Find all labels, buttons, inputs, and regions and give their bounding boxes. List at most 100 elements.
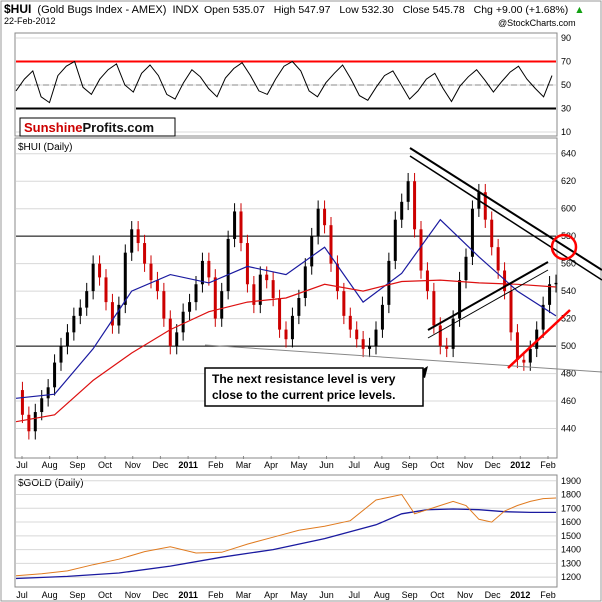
- x-tick-label: Dec: [152, 460, 169, 470]
- price-candle-body: [98, 263, 102, 278]
- gold-tick-label: 1900: [561, 476, 581, 486]
- price-candle-body: [226, 238, 230, 292]
- price-candle-body: [393, 219, 397, 261]
- x-tick-label: Mar: [236, 460, 252, 470]
- gold-x-tick-label: Aug: [374, 590, 390, 600]
- price-candle-body: [188, 302, 192, 312]
- price-tick-label: 460: [561, 396, 576, 406]
- gold-x-tick-label: Aug: [42, 590, 58, 600]
- x-tick-label: Sep: [69, 460, 85, 470]
- price-tick-label: 440: [561, 424, 576, 434]
- price-candle-body: [155, 280, 159, 292]
- x-tick-label: Jul: [348, 460, 360, 470]
- price-candle-body: [496, 247, 500, 271]
- price-candle-body: [278, 298, 282, 330]
- price-candle-body: [316, 208, 320, 237]
- x-tick-label: Nov: [457, 460, 474, 470]
- gold-x-tick-label: Oct: [98, 590, 113, 600]
- x-tick-label: Oct: [430, 460, 445, 470]
- price-candle-body: [515, 332, 519, 360]
- up-arrow-icon: ▲: [574, 4, 584, 16]
- price-candle-body: [136, 229, 140, 244]
- price-tick-label: 600: [561, 204, 576, 214]
- price-candle-body: [554, 282, 558, 285]
- price-candle-body: [143, 243, 147, 264]
- price-candle-body: [271, 280, 275, 298]
- x-tick-label: Aug: [42, 460, 58, 470]
- price-candle-body: [65, 332, 69, 347]
- gold-x-tick-label: Dec: [152, 590, 169, 600]
- gold-tick-label: 1700: [561, 503, 581, 513]
- price-candle-body: [413, 181, 417, 230]
- symbol: $HUI: [4, 2, 31, 16]
- price-ma200-line: [15, 279, 557, 423]
- x-tick-label: Jun: [319, 460, 334, 470]
- gold-x-tick-label: Nov: [457, 590, 474, 600]
- gold-x-tick-label: Oct: [430, 590, 445, 600]
- gold-panel-title: $GOLD (Daily): [18, 478, 84, 489]
- price-candle-body: [59, 346, 63, 363]
- price-candle-body: [548, 284, 552, 305]
- price-tick-label: 480: [561, 369, 576, 379]
- x-tick-label: Aug: [374, 460, 390, 470]
- rsi-tick-label: 50: [561, 80, 571, 90]
- rsi-series: [15, 60, 553, 104]
- high-value: 547.97: [298, 4, 330, 16]
- x-tick-label: Feb: [208, 460, 224, 470]
- gold-x-tick-label: Dec: [485, 590, 502, 600]
- price-candle-body: [445, 346, 449, 349]
- price-candle-body: [329, 225, 333, 264]
- price-candle-body: [181, 311, 185, 333]
- price-moving-averages: [15, 218, 557, 423]
- price-tick-label: 620: [561, 176, 576, 186]
- price-candle-body: [117, 304, 121, 326]
- header-date: 22-Feb-2012: [4, 16, 56, 26]
- price-candle-body: [348, 315, 352, 330]
- price-candle-body: [361, 339, 365, 349]
- price-candle-body: [149, 263, 153, 281]
- price-candle-body: [470, 208, 474, 257]
- price-candle-body: [200, 260, 204, 285]
- price-tick-label: 520: [561, 314, 576, 324]
- gold-x-tick-label: Feb: [540, 590, 556, 600]
- price-candle-body: [509, 291, 513, 333]
- gold-x-tick-label: Sep: [402, 590, 418, 600]
- chg-value: +9.00 (+1.68%): [496, 4, 568, 16]
- price-tick-label: 640: [561, 149, 576, 159]
- rsi-tick-label: 30: [561, 104, 571, 114]
- price-candle-body: [503, 270, 507, 292]
- x-tick-label: Feb: [540, 460, 556, 470]
- price-candle-body: [374, 329, 378, 347]
- price-candle-body: [20, 390, 24, 415]
- open-value: 535.07: [233, 4, 265, 16]
- price-candle-body: [400, 201, 404, 220]
- gold-tick-label: 1600: [561, 517, 581, 527]
- price-candle-body: [40, 398, 44, 413]
- gold-grid: [16, 480, 556, 578]
- gold-price-line: [15, 493, 557, 577]
- price-candle-body: [438, 325, 442, 347]
- rsi-tick-label: 90: [561, 33, 571, 43]
- downtrend-line-upper: [409, 147, 602, 271]
- price-candle-body: [432, 291, 436, 326]
- price-candle-body: [123, 252, 127, 305]
- price-candle-body: [323, 208, 327, 226]
- gold-ma200-line: [15, 508, 556, 580]
- gold-x-tick-label: Jul: [348, 590, 360, 600]
- rsi-tick-label: 10: [561, 127, 571, 137]
- ohlc-line: Open 535.07 High 547.97 Low 532.30 Close 545…: [204, 4, 585, 16]
- gold-x-tick-label: Nov: [125, 590, 142, 600]
- gold-tick-label: 1400: [561, 545, 581, 555]
- price-candle-body: [213, 277, 217, 319]
- price-candle-body: [72, 315, 76, 333]
- resistance-circle: [550, 233, 578, 261]
- x-tick-label: Oct: [98, 460, 113, 470]
- sunshine-profits-logo: SunshineProfits.com: [19, 117, 176, 137]
- price-tick-label: 560: [561, 259, 576, 269]
- rsi-line: [15, 60, 553, 104]
- price-candle-body: [380, 304, 384, 330]
- price-candle-body: [207, 260, 211, 278]
- price-candle-body: [175, 332, 179, 347]
- watermark: @StockCharts.com: [498, 18, 576, 28]
